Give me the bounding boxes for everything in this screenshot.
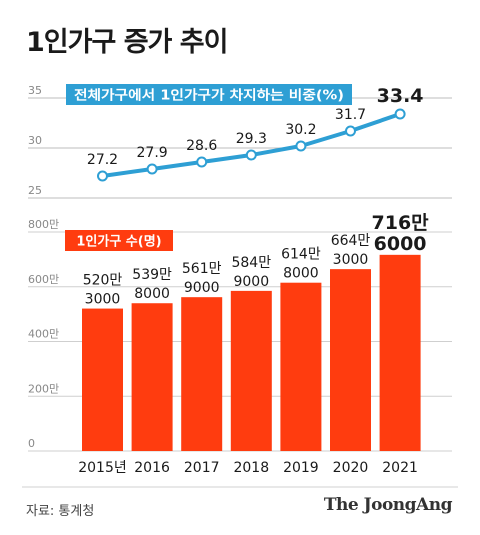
brand-logo: The JoongAng [323, 495, 453, 515]
bar-value-label-bottom: 6000 [374, 233, 427, 255]
line-y-tick-label: 25 [28, 184, 42, 197]
bar-value-label-bottom: 8000 [134, 286, 170, 302]
line-value-label: 27.9 [137, 145, 168, 161]
line-point [146, 163, 158, 175]
bar-value-label-bottom: 9000 [233, 274, 269, 290]
line-point [394, 108, 406, 120]
bar-value-label-top: 561만 [182, 261, 222, 277]
line-value-label: 29.3 [236, 131, 267, 147]
bar-y-tick-label: 800만 [28, 218, 59, 231]
line-point [196, 156, 208, 168]
x-tick-label: 2019 [283, 460, 319, 476]
line-point [245, 149, 257, 161]
line-y-tick-label: 30 [28, 134, 42, 147]
line-value-label: 31.7 [335, 107, 366, 123]
x-tick-label: 2020 [333, 460, 369, 476]
bar-y-tick-label: 200만 [28, 382, 59, 395]
bar-value-label-bottom: 8000 [283, 266, 319, 282]
line-value-label: 28.6 [186, 138, 217, 154]
bar-y-tick-label: 600만 [28, 273, 59, 286]
bar-value-label-top: 716만 [372, 212, 430, 234]
bar-value-label-top: 664만 [331, 233, 371, 249]
bar-value-label-top: 614만 [281, 247, 321, 263]
bar [181, 297, 223, 451]
x-tick-label: 2015년 [78, 460, 127, 476]
bar-legend-banner [65, 230, 173, 251]
x-tick-label: 2017 [184, 460, 220, 476]
bar-value-label-top: 584만 [231, 255, 271, 271]
bar-y-tick-label: 400만 [28, 328, 59, 341]
line-point [345, 125, 356, 137]
bar-value-label-bottom: 3000 [85, 292, 121, 308]
bar-value-label-bottom: 3000 [333, 252, 369, 268]
bar [131, 303, 173, 451]
line-value-label: 33.4 [377, 85, 424, 107]
line-value-label: 27.2 [87, 152, 118, 168]
line-legend-label: 전체가구에서 1인가구가 차지하는 비중(%) [74, 88, 344, 104]
bar [82, 308, 123, 451]
bar [280, 282, 322, 451]
x-tick-label: 2016 [134, 460, 170, 476]
line-value-label: 30.2 [285, 122, 316, 138]
line-legend-banner [66, 84, 352, 105]
bar [330, 269, 371, 451]
x-tick-label: 2021 [382, 460, 418, 476]
bar [230, 290, 272, 451]
page-title: 1인가구 증가 추이 [26, 27, 228, 58]
bar-y-tick-label: 0 [28, 437, 35, 450]
line-point [295, 140, 307, 152]
line-point [97, 170, 108, 182]
source-note: 자료: 통계청 [26, 504, 95, 519]
bar-value-label-top: 539만 [132, 267, 172, 283]
bar-value-label-bottom: 9000 [184, 280, 220, 296]
bar-value-label-top: 520만 [83, 273, 123, 289]
bar [379, 254, 421, 451]
bar-legend-label: 1인가구 수(명) [76, 234, 161, 250]
x-tick-label: 2018 [233, 460, 269, 476]
line-y-tick-label: 35 [28, 84, 42, 97]
